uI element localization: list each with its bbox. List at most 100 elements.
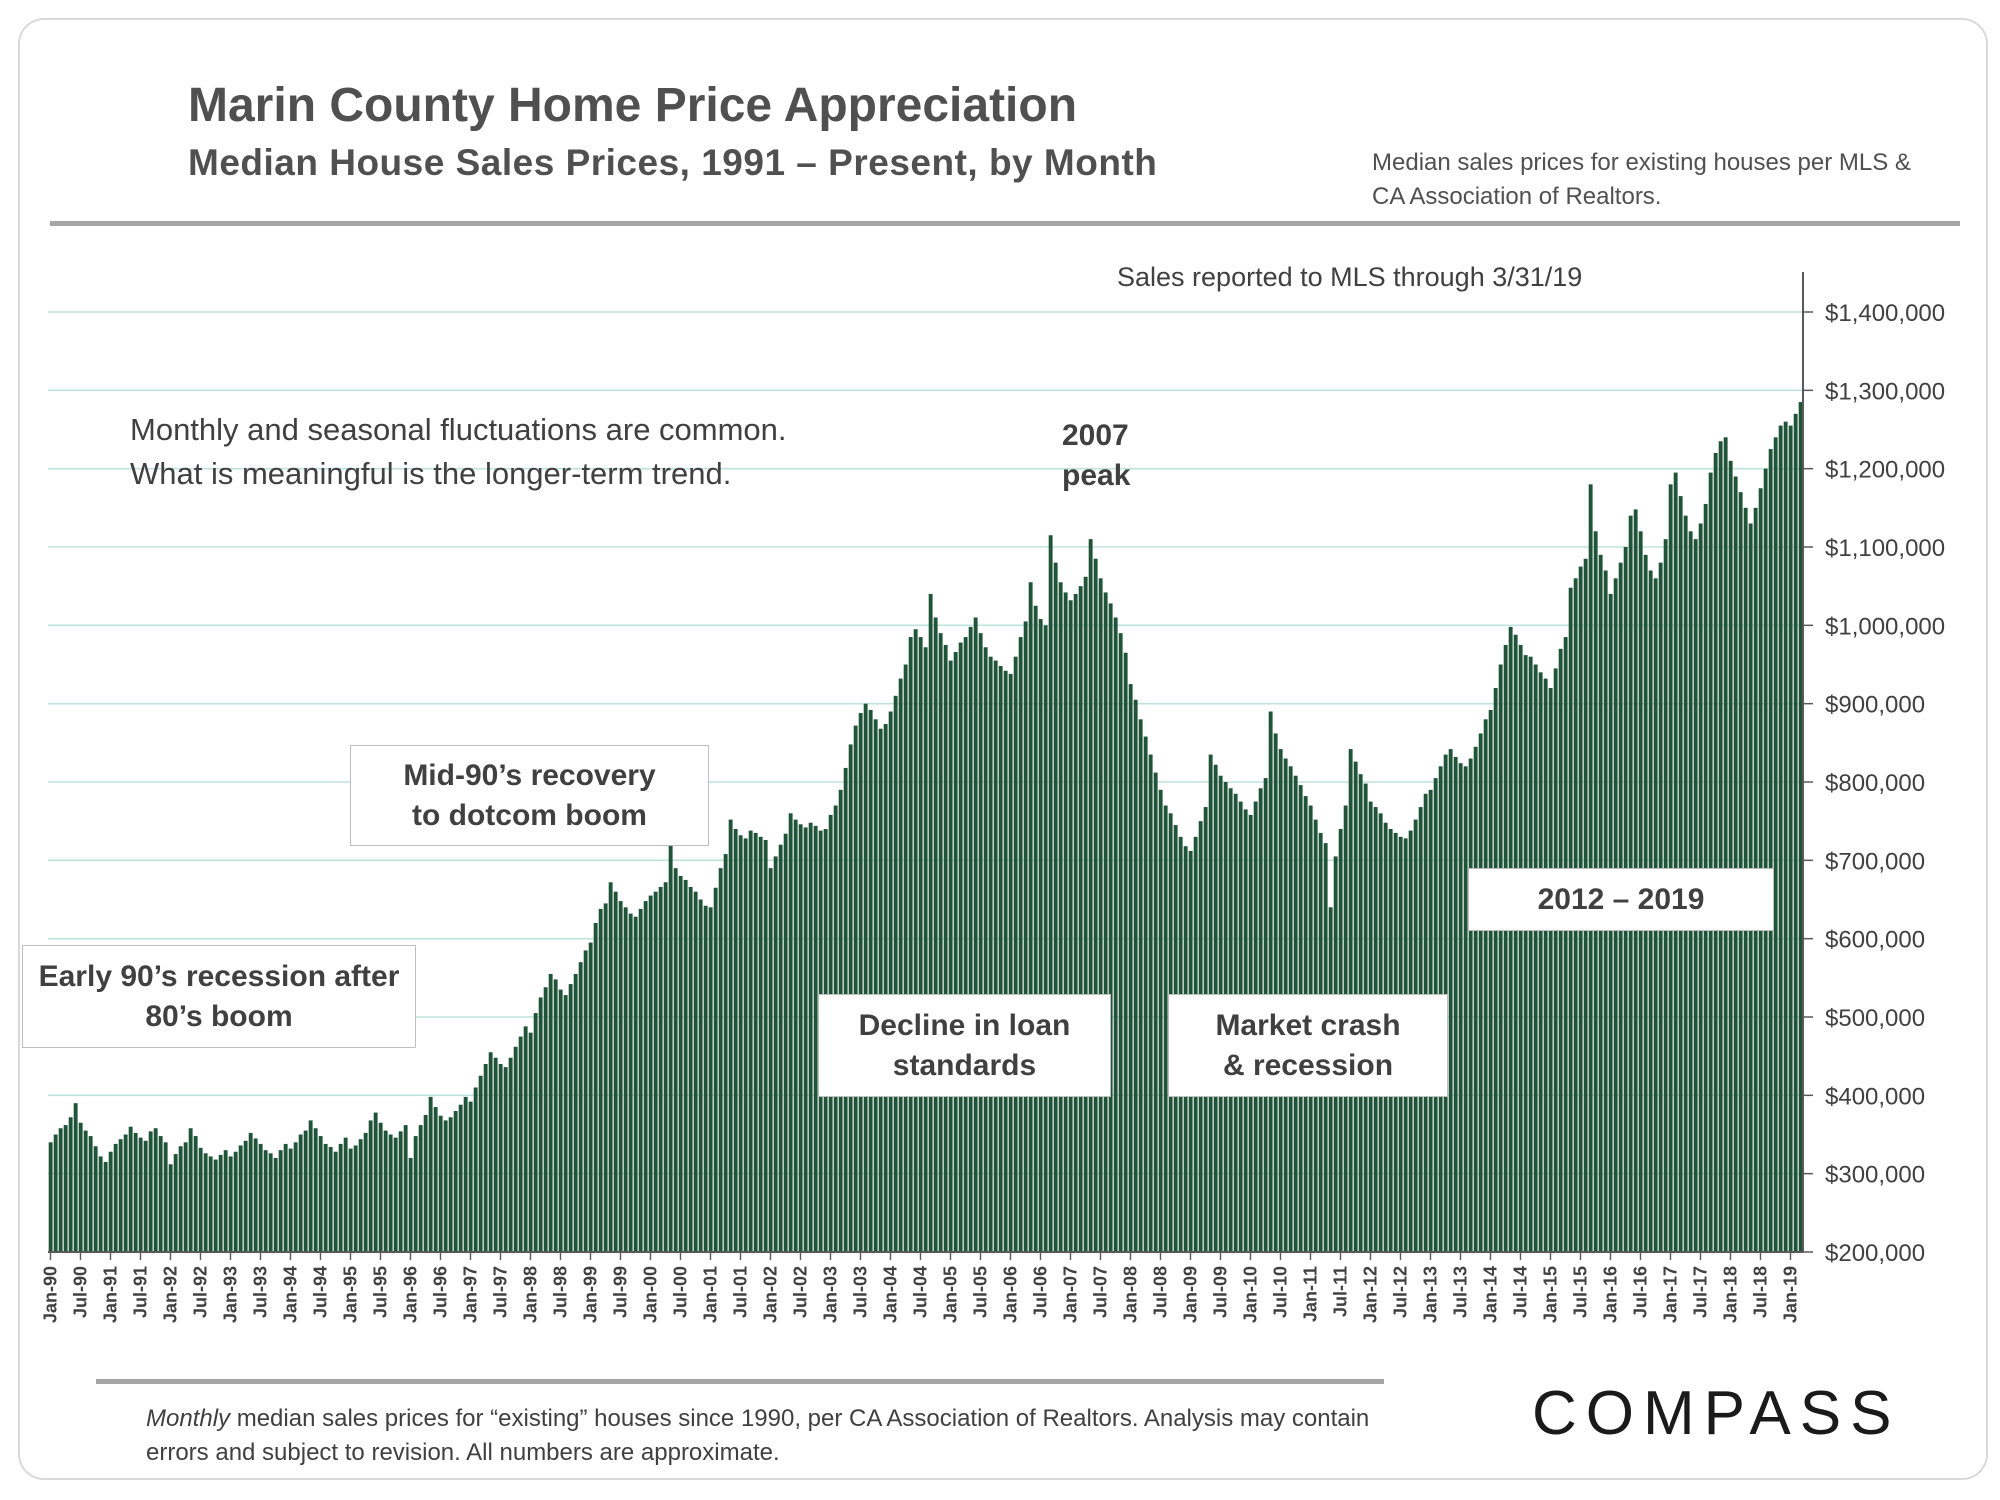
bar (598, 908, 603, 1252)
y-axis: $200,000 $300,000 $400,000 $500,000 $600,000… (1802, 272, 1945, 1267)
bar (888, 711, 893, 1252)
bar (1148, 754, 1153, 1252)
x-tick-label: Jul-95 (371, 1266, 391, 1318)
bar (143, 1140, 148, 1252)
bar (123, 1134, 128, 1252)
x-tick-label: Jan-95 (341, 1266, 361, 1323)
bar (78, 1122, 83, 1252)
x-tick-label: Jul-10 (1271, 1266, 1291, 1318)
fluctuations-note-line2: What is meaningful is the longer-term tr… (130, 456, 732, 491)
bar (508, 1057, 513, 1252)
bar (753, 832, 758, 1252)
x-tick-label: Jul-17 (1691, 1266, 1711, 1318)
peak-2007-label: 2007 peak (1062, 419, 1131, 492)
bar (913, 629, 918, 1252)
bar (983, 647, 988, 1252)
bar (1158, 789, 1163, 1252)
bar (278, 1150, 283, 1252)
bar (128, 1126, 133, 1252)
bar (1038, 619, 1043, 1252)
bar (1098, 578, 1103, 1252)
bar (1273, 733, 1278, 1252)
bar (208, 1156, 213, 1252)
bar (543, 987, 548, 1252)
bar (873, 719, 878, 1252)
bar (1483, 719, 1488, 1252)
bar (213, 1159, 218, 1252)
bar (548, 973, 553, 1252)
bar (98, 1156, 103, 1252)
x-tick-label: Jul-11 (1331, 1266, 1351, 1317)
footnote-text: median sales prices for “existing” house… (146, 1405, 1370, 1466)
bar (458, 1104, 463, 1252)
bar (1728, 460, 1733, 1253)
fluctuations-note-line1: Monthly and seasonal fluctuations are co… (130, 412, 787, 447)
bar (893, 695, 898, 1252)
bar (1033, 605, 1038, 1252)
bar (678, 876, 683, 1252)
bar (568, 984, 573, 1252)
x-tick-label: Jul-15 (1571, 1266, 1591, 1318)
bar (53, 1134, 58, 1252)
bar (938, 633, 943, 1252)
bar (198, 1147, 203, 1252)
bar (243, 1140, 248, 1252)
bar (298, 1134, 303, 1252)
bar (103, 1161, 108, 1252)
bar (658, 886, 663, 1252)
bar (418, 1125, 423, 1252)
x-tick-label: Jan-00 (641, 1266, 661, 1323)
chart-subtitle: Median House Sales Prices, 1991 – Presen… (188, 142, 1158, 183)
bar (408, 1158, 413, 1252)
footnote: Monthly median sales prices for “existin… (146, 1402, 1376, 1470)
bar (388, 1134, 393, 1252)
bar (93, 1146, 98, 1252)
bar (343, 1137, 348, 1252)
bar (1048, 535, 1053, 1252)
bar (398, 1131, 403, 1252)
y-tick-label: $600,000 (1825, 927, 1925, 954)
bar (673, 868, 678, 1252)
bar (628, 913, 633, 1252)
bar (348, 1148, 353, 1252)
x-axis: Jan-90 Jul-90 Jan-91 Jul-91 Jan-92 Jul-92 Jan-… (41, 1251, 1803, 1323)
bar (468, 1101, 473, 1252)
bar (788, 813, 793, 1252)
bar (1078, 586, 1083, 1252)
bar (933, 617, 938, 1252)
x-tick-label: Jul-96 (431, 1266, 451, 1318)
bar (63, 1125, 68, 1252)
bar (203, 1153, 208, 1252)
bar (723, 854, 728, 1252)
bar (1008, 673, 1013, 1252)
bar (1508, 626, 1513, 1252)
x-tick-label: Jul-16 (1631, 1266, 1651, 1318)
bar (1533, 664, 1538, 1252)
bar (338, 1143, 343, 1252)
bar (1788, 425, 1793, 1253)
bar (1528, 656, 1533, 1252)
bar (233, 1151, 238, 1252)
y-tick-label: $1,000,000 (1825, 613, 1945, 640)
bar (1503, 644, 1508, 1252)
bar (748, 830, 753, 1252)
bar (1723, 437, 1728, 1253)
bar (1093, 558, 1098, 1252)
bar (518, 1036, 523, 1252)
bar (683, 879, 688, 1252)
bar (393, 1137, 398, 1252)
bar (1163, 805, 1168, 1252)
x-tick-label: Jul-00 (671, 1266, 691, 1318)
bar (868, 709, 873, 1252)
x-tick-label: Jul-18 (1751, 1266, 1771, 1318)
bar (968, 626, 973, 1252)
bar (708, 907, 713, 1252)
bar (743, 838, 748, 1252)
x-tick-label: Jan-11 (1301, 1266, 1321, 1322)
early-90s-callout: Early 90’s recession after 80’s boom (22, 945, 416, 1048)
bar (1673, 472, 1678, 1253)
bar (773, 856, 778, 1252)
bar (1733, 476, 1738, 1252)
bar (593, 923, 598, 1252)
bar (283, 1143, 288, 1252)
